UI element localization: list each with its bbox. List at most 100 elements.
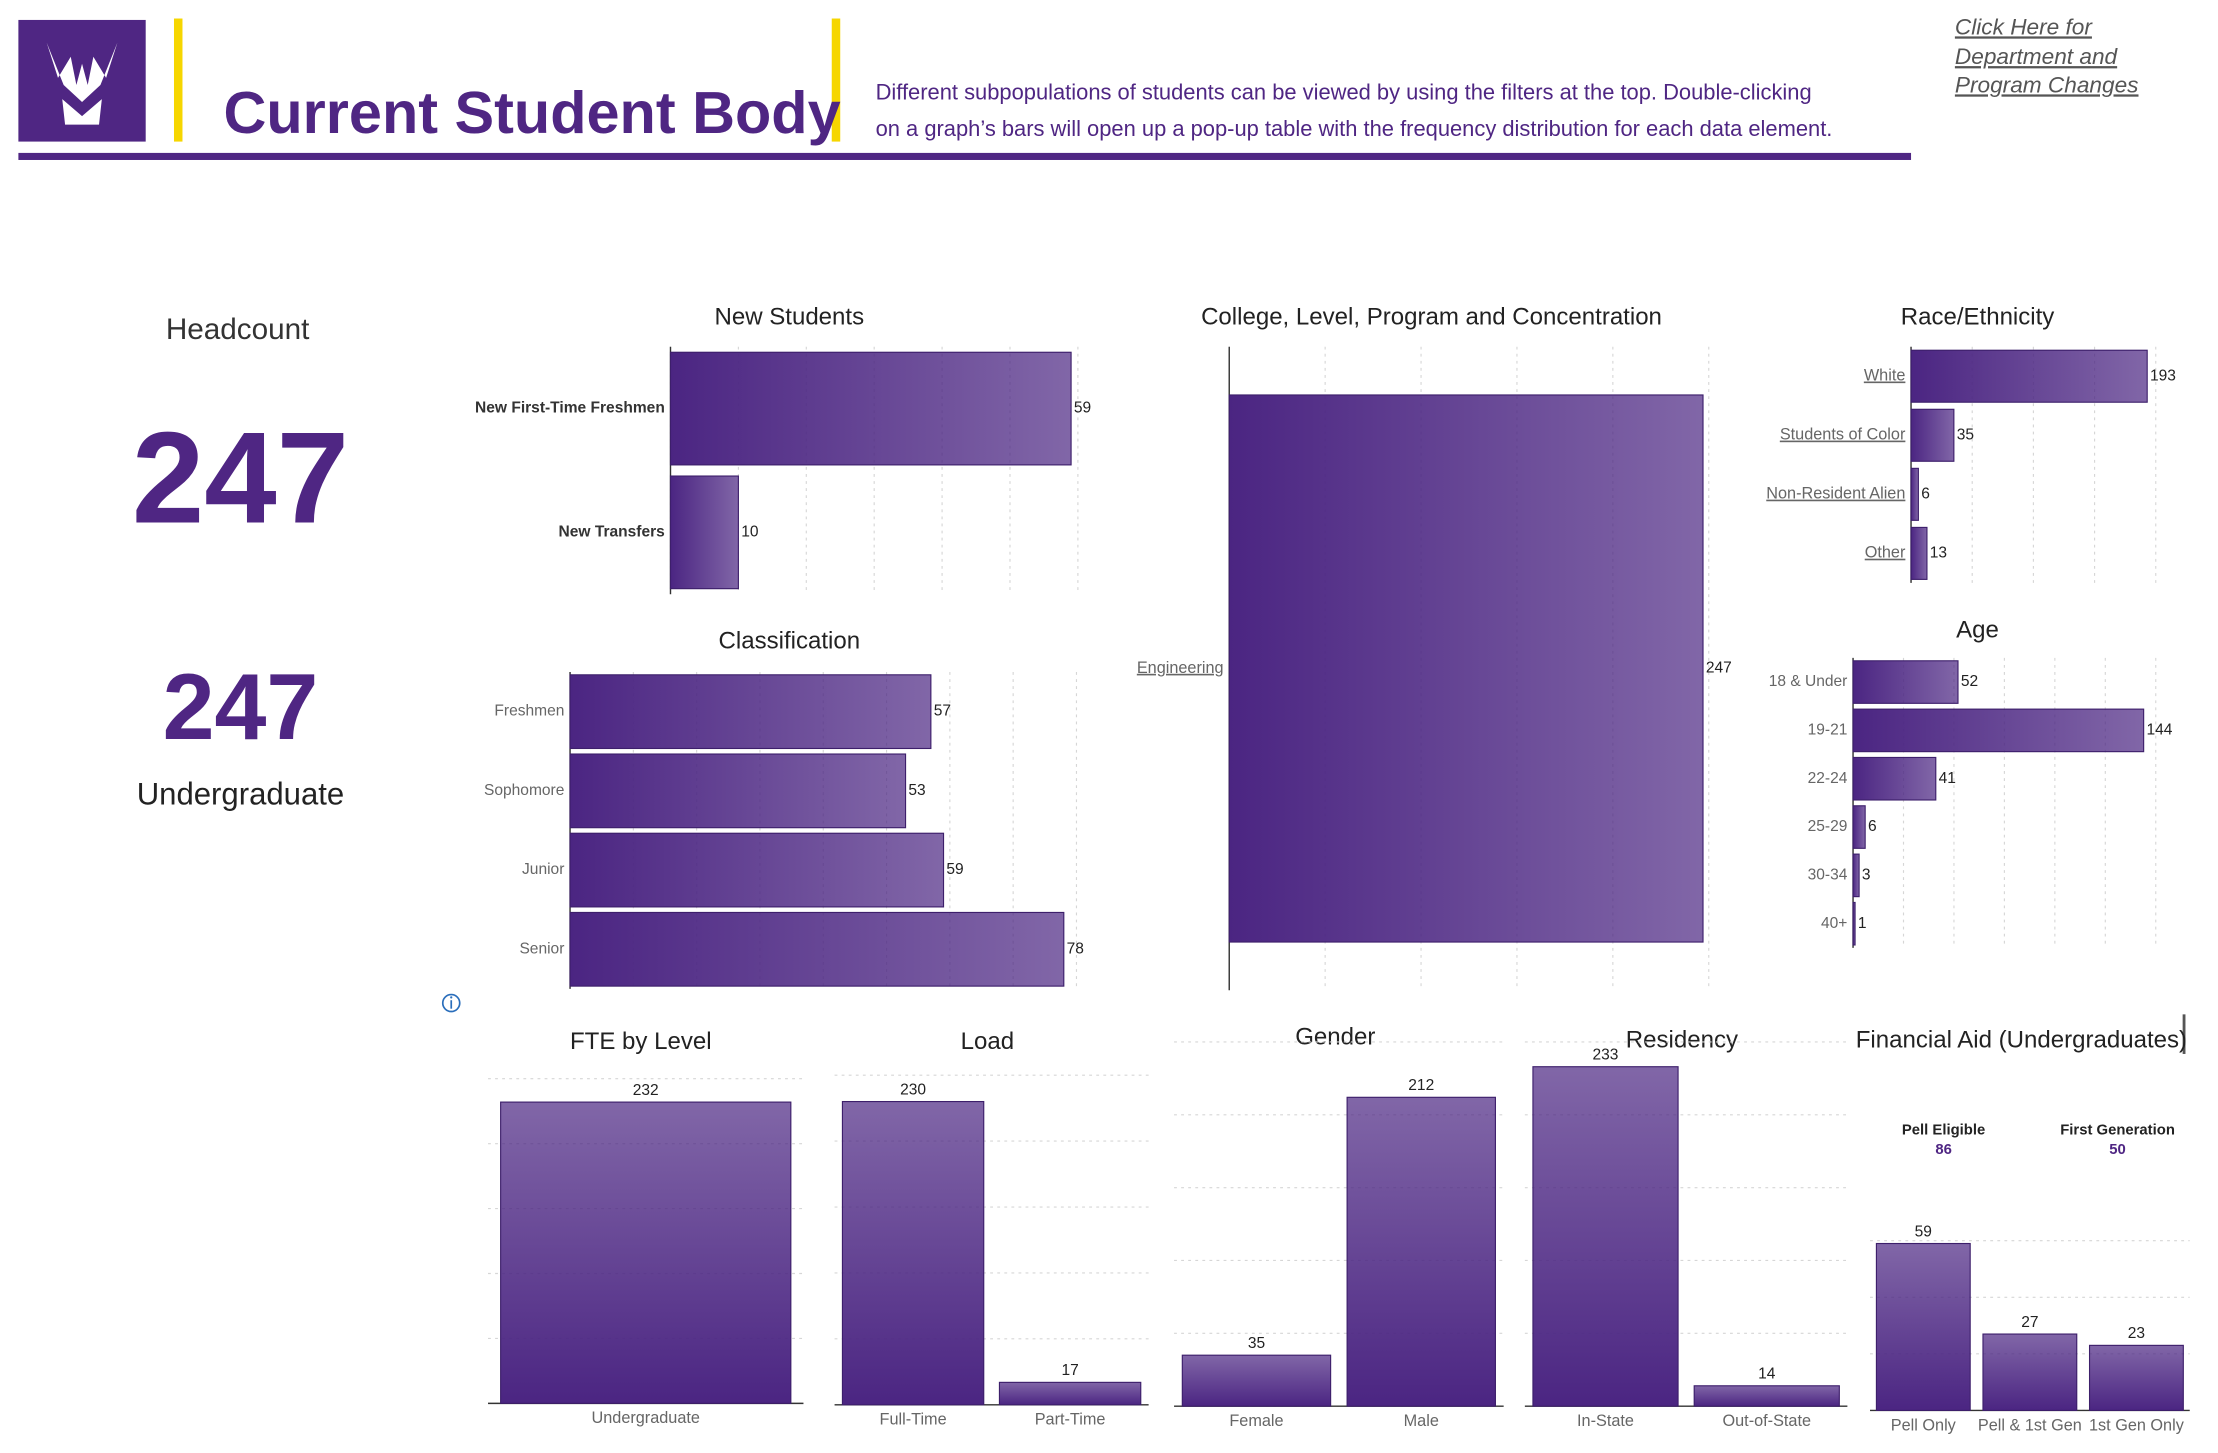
data-label: 59 bbox=[946, 861, 963, 878]
data-label: 53 bbox=[908, 782, 925, 799]
metric-label: Pell Eligible bbox=[1902, 1122, 1985, 1138]
category-label: In-State bbox=[1577, 1412, 1634, 1430]
bar bbox=[1910, 526, 1928, 580]
link-text[interactable]: Department and bbox=[1955, 44, 2119, 69]
kpi-title: Headcount bbox=[166, 313, 310, 346]
bar bbox=[1852, 660, 1959, 704]
category-label: Other bbox=[1865, 544, 1906, 562]
category-label: Male bbox=[1404, 1412, 1439, 1430]
category-label: 25-29 bbox=[1808, 818, 1848, 835]
bar bbox=[1852, 708, 2145, 753]
category-label: 22-24 bbox=[1808, 770, 1848, 787]
category-label: Junior bbox=[522, 861, 564, 878]
bar bbox=[1228, 394, 1704, 943]
bar bbox=[669, 475, 739, 590]
bar bbox=[669, 351, 1072, 466]
category-label: Pell & 1st Gen bbox=[1978, 1416, 2082, 1434]
bar bbox=[1852, 805, 1866, 849]
data-label: 193 bbox=[2150, 367, 2176, 384]
chart-title: Classification bbox=[719, 628, 861, 655]
chart-title: Age bbox=[1956, 616, 1999, 643]
description: Different subpopulations of students can… bbox=[876, 79, 1812, 104]
data-label: 6 bbox=[1921, 485, 1930, 502]
data-label: 57 bbox=[934, 703, 951, 720]
chart-title: Gender bbox=[1295, 1024, 1375, 1051]
accent-bar bbox=[173, 18, 183, 142]
category-label: Female bbox=[1229, 1412, 1283, 1430]
data-label: 1 bbox=[1858, 915, 1867, 932]
category-label: Pell Only bbox=[1891, 1416, 1957, 1434]
logo bbox=[18, 19, 146, 142]
accent-bar bbox=[831, 18, 841, 142]
bar bbox=[2088, 1344, 2184, 1411]
category-label: Students of Color bbox=[1780, 426, 1906, 444]
data-label: 6 bbox=[1868, 818, 1877, 835]
link-text[interactable]: Click Here for bbox=[1955, 14, 2093, 39]
info-icon[interactable] bbox=[441, 993, 461, 1013]
chart-title: College, Level, Program and Concentratio… bbox=[1201, 304, 1662, 331]
chart-title: FTE by Level bbox=[570, 1028, 712, 1055]
bar bbox=[500, 1101, 792, 1404]
category-label: New First-Time Freshmen bbox=[475, 400, 665, 417]
data-label: 144 bbox=[2146, 721, 2172, 738]
category-label: 30-34 bbox=[1808, 866, 1848, 883]
chart-title: Residency bbox=[1626, 1027, 1738, 1054]
category-label: Part-Time bbox=[1035, 1411, 1106, 1429]
data-label: 247 bbox=[1706, 660, 1732, 677]
header-rule bbox=[18, 152, 1912, 160]
data-label: 232 bbox=[633, 1082, 659, 1099]
kpi-value: 247 bbox=[163, 654, 319, 759]
link[interactable]: Click Here for Department and Program Ch… bbox=[1955, 14, 2139, 97]
bar bbox=[1346, 1096, 1496, 1407]
category-label: White bbox=[1864, 367, 1906, 385]
bar bbox=[1532, 1066, 1679, 1407]
bar bbox=[569, 753, 907, 829]
bar bbox=[1982, 1333, 2078, 1411]
link-text[interactable]: Program Changes bbox=[1955, 72, 2139, 97]
bar bbox=[569, 674, 932, 750]
category-label: Undergraduate bbox=[592, 1409, 700, 1427]
data-label: 27 bbox=[2021, 1314, 2038, 1331]
data-label: 59 bbox=[1915, 1223, 1932, 1240]
data-label: 41 bbox=[1939, 770, 1956, 787]
category-label: Engineering bbox=[1137, 659, 1224, 677]
bar bbox=[1852, 756, 1937, 801]
chart-title: Load bbox=[961, 1028, 1014, 1055]
category-label: New Transfers bbox=[559, 523, 666, 540]
description: on a graph’s bars will open up a pop-up … bbox=[876, 116, 1833, 141]
category-label: Freshmen bbox=[494, 703, 564, 720]
data-label: 59 bbox=[1074, 400, 1091, 417]
metric-value: 50 bbox=[2109, 1142, 2126, 1158]
kpi-label: Undergraduate bbox=[137, 777, 345, 812]
bar bbox=[569, 911, 1065, 987]
bar bbox=[1852, 853, 1860, 898]
data-label: 230 bbox=[900, 1081, 926, 1098]
chart-title: Financial Aid (Undergraduates) bbox=[1856, 1027, 2187, 1054]
data-label: 35 bbox=[1957, 426, 1974, 443]
data-label: 233 bbox=[1593, 1047, 1619, 1064]
bar bbox=[1875, 1242, 1971, 1411]
category-label: 18 & Under bbox=[1769, 673, 1848, 690]
bar bbox=[1910, 408, 1955, 462]
bar bbox=[1181, 1354, 1332, 1407]
data-label: 78 bbox=[1067, 940, 1084, 957]
bar bbox=[1910, 349, 2148, 403]
chart-title: New Students bbox=[715, 304, 865, 331]
chart-title: Race/Ethnicity bbox=[1901, 304, 2055, 331]
category-label: Non-Resident Alien bbox=[1766, 485, 1905, 503]
data-label: 3 bbox=[1862, 866, 1871, 883]
data-label: 35 bbox=[1248, 1335, 1265, 1352]
bar bbox=[1852, 901, 1856, 946]
metric-label: First Generation bbox=[2060, 1122, 2175, 1138]
category-label: 19-21 bbox=[1808, 721, 1848, 738]
category-label: Sophomore bbox=[484, 782, 564, 799]
bar bbox=[1910, 467, 1919, 521]
data-label: 212 bbox=[1408, 1077, 1434, 1094]
category-label: 40+ bbox=[1821, 915, 1847, 932]
category-label: 1st Gen Only bbox=[2089, 1416, 2185, 1434]
data-label: 23 bbox=[2128, 1325, 2145, 1342]
data-label: 10 bbox=[741, 523, 759, 540]
bar bbox=[841, 1100, 985, 1406]
